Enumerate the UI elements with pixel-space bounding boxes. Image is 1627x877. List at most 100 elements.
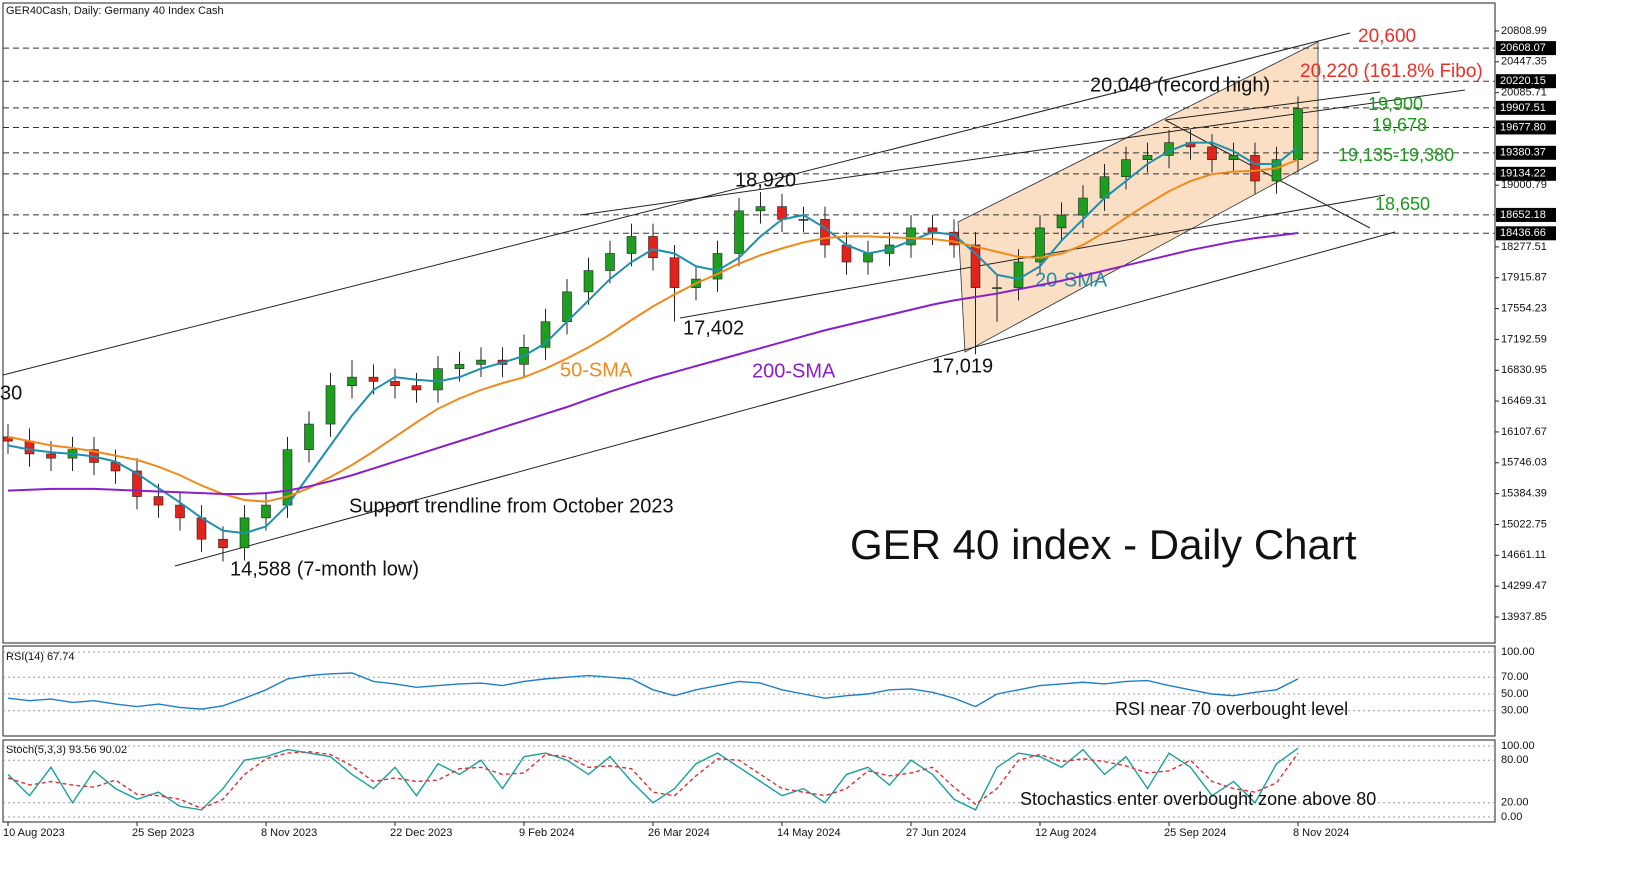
rsi-panel [2,645,1496,737]
candle-body [196,517,207,540]
annotation: 14,588 (7-month low) [230,558,419,580]
candle-body [1078,197,1088,216]
candle-body [540,321,551,348]
indicator-line [7,750,1299,810]
x-tick-label: 14 May 2024 [777,827,841,839]
sma-line [7,141,1299,535]
candle-body [970,244,981,288]
candle-body [605,253,615,271]
level-label: 18652.18 [1500,209,1546,221]
y-tick-label: 16107.67 [1501,426,1547,438]
y-tick-label: 70.00 [1501,671,1529,683]
x-tick-label: 8 Nov 2024 [1293,827,1349,839]
annotation: 18,650 [1375,194,1430,214]
y-tick-label: 17554.23 [1501,302,1547,314]
header: GER40Cash, Daily: Germany 40 Index Cash [6,5,224,17]
y-tick-label: 15746.03 [1501,457,1547,469]
top-line [1164,91,1381,121]
level-label: 19907.51 [1500,102,1546,114]
annotation: RSI near 70 overbought level [1115,699,1348,719]
channel [957,41,1319,353]
candle-body [1035,227,1045,263]
candle-body [1207,146,1217,160]
candle-body [777,206,787,220]
y-tick-label: 15384.39 [1501,488,1547,500]
candle-body [755,206,766,212]
candle-body [1013,261,1024,288]
annotation: GER 40 index - Daily Chart [850,521,1357,568]
level-box [1496,207,1556,222]
upper-trendline [2,32,1351,376]
y-tick-label: 30.00 [1501,705,1529,717]
candle-body [1228,155,1239,160]
sma-label: 50-SMA [560,359,633,381]
rsi-title: RSI(14) 67.74 [6,651,74,663]
level-label: 20220.15 [1500,75,1546,87]
annotation: Support trendline from October 2023 [349,495,674,517]
level-label: 19677.80 [1500,121,1546,133]
annotation: 30 [0,382,22,404]
annotation: 20,040 (record high) [1090,74,1270,96]
level-box [1496,41,1556,56]
candle-body [476,359,486,365]
candle-body [1121,159,1131,178]
annotation: 19,135-19,380 [1338,145,1454,165]
x-tick-label: 27 Jun 2024 [906,827,967,839]
candle-body [863,253,873,263]
indicator-line [7,672,1299,710]
candle-body [841,244,852,263]
candle-body [454,364,465,369]
y-tick-label: 20085.71 [1501,87,1547,99]
candle-body [992,287,1002,289]
level-box [1496,226,1556,241]
annotation: 20,600 [1358,26,1416,47]
candle-body [153,496,164,506]
stoch-title: Stoch(5,3,3) 93.56 90.02 [6,744,127,756]
y-tick-label: 16469.31 [1501,395,1547,407]
x-tick-label: 10 Aug 2023 [3,827,65,839]
candle-body [1142,155,1153,160]
y-tick-label: 13937.85 [1501,611,1547,623]
annotation: 19,900 [1368,94,1423,114]
y-tick-label: 18277.51 [1501,241,1547,253]
candle-body [583,270,594,293]
candle-body [798,219,809,221]
level-label: 18436.66 [1500,227,1546,239]
x-tick-label: 22 Dec 2023 [390,827,452,839]
candle-body [347,376,357,386]
candle-body [24,440,35,455]
annotation: 19,678 [1372,115,1427,135]
y-tick-label: 80.00 [1501,754,1529,766]
candle-body [368,376,379,382]
candle-body [1271,159,1282,182]
y-tick-label: 14299.47 [1501,580,1547,592]
sma-line [7,232,1299,496]
candle-body [669,257,680,288]
y-tick-label: 100.00 [1501,646,1535,658]
annotation: Stochastics enter overbought zone above … [1020,789,1376,809]
level-box [1496,74,1556,89]
level-box [1496,145,1556,160]
candle-body [325,385,336,425]
annotation: 20,220 (161.8% Fibo) [1300,61,1483,82]
y-tick-label: 14661.11 [1501,549,1546,561]
candle-body [261,504,271,519]
sma-label: 200-SMA [752,360,836,382]
x-tick-label: 26 Mar 2024 [648,827,710,839]
candle-body [626,236,637,254]
candle-body [411,385,422,391]
resistance-line [579,89,1466,216]
candle-body [433,368,443,391]
y-tick-label: 50.00 [1501,688,1529,700]
candle-body [390,381,400,386]
candle-body [734,210,744,254]
candle-body [46,453,56,459]
trendlines [2,32,1466,567]
annotation: 17,402 [683,317,744,339]
orange-channel [957,41,1319,353]
x-tick-label: 8 Nov 2023 [261,827,317,839]
y-tick-label: 16830.95 [1501,364,1547,376]
candle-body [132,470,142,497]
x-tick-label: 25 Sep 2023 [132,827,194,839]
